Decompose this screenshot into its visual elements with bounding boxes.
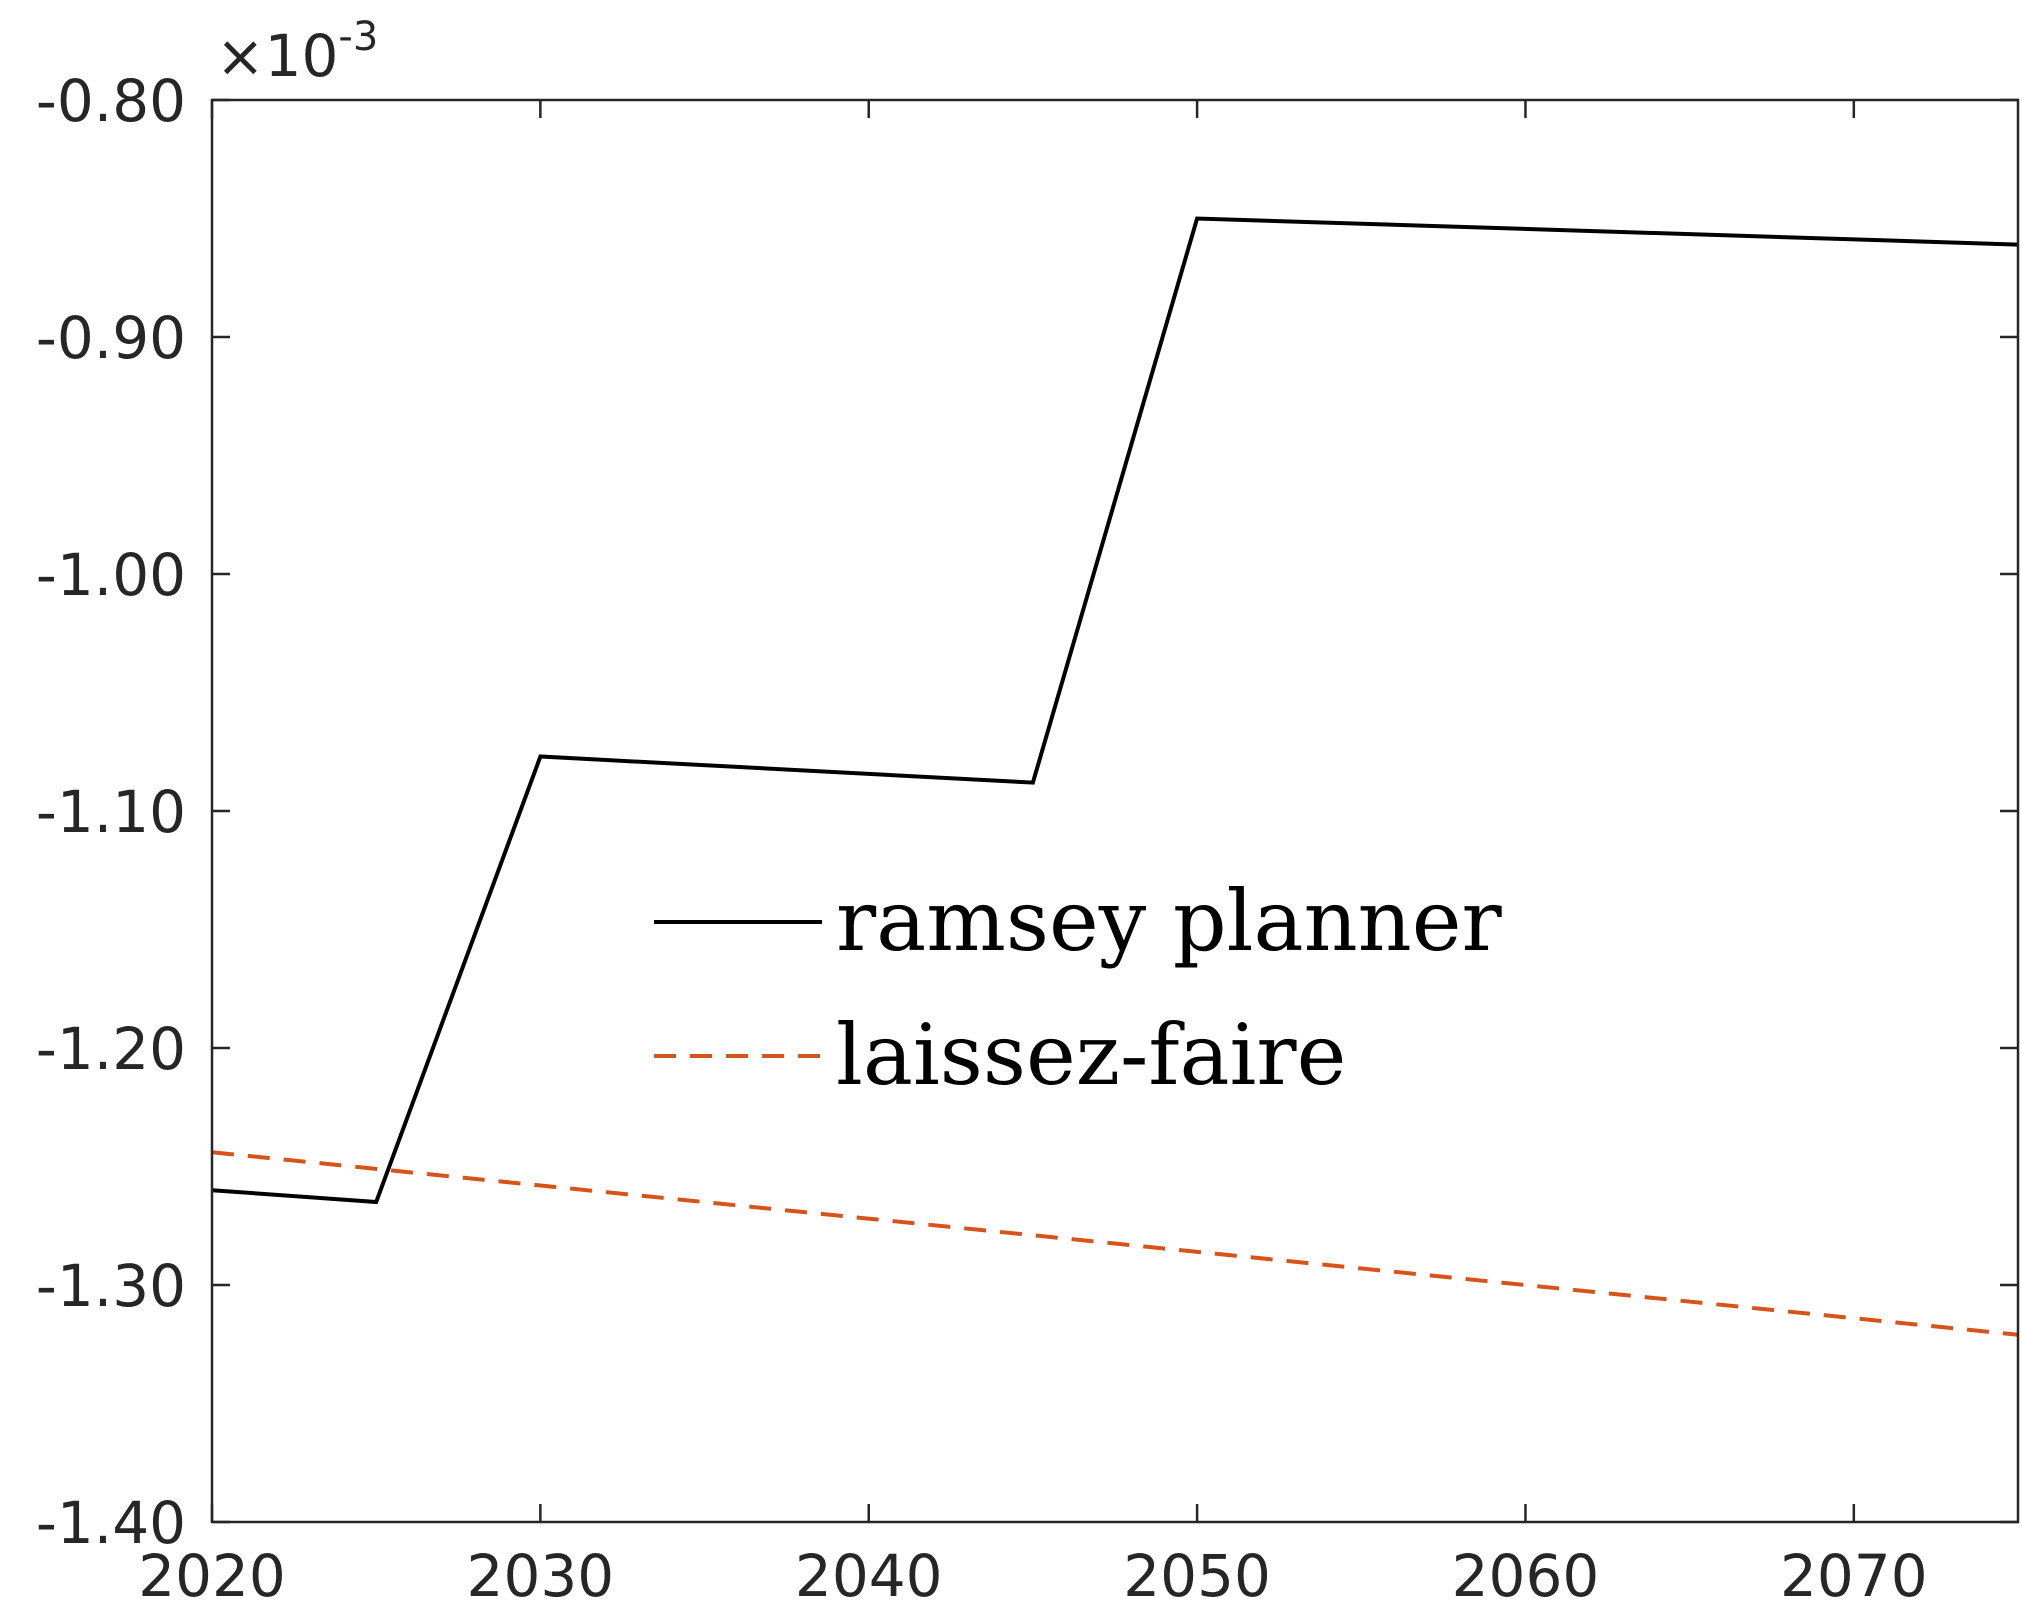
series-line-1 xyxy=(211,1150,2019,1337)
x-tick-label: 2040 xyxy=(795,1542,943,1610)
y-tick-label: -1.10 xyxy=(36,778,186,846)
y-tick-label: -1.40 xyxy=(36,1489,186,1557)
series-line-0 xyxy=(211,216,2019,1205)
y-tick-label: -0.80 xyxy=(36,67,186,135)
plot-area xyxy=(211,216,2019,1337)
y-tick-label: -1.30 xyxy=(36,1252,186,1320)
legend-label: laissez-faire xyxy=(836,1006,1346,1104)
legend: ramsey planner laissez-faire xyxy=(654,872,1502,1104)
y-tick-label: -1.00 xyxy=(36,541,186,609)
x-tick-label: 2030 xyxy=(467,1542,615,1610)
legend-label: ramsey planner xyxy=(836,872,1502,970)
x-tick-label: 2060 xyxy=(1452,1542,1600,1610)
x-tick-label: 2070 xyxy=(1780,1542,1928,1610)
axes: 2020 2030 2040 2050 2060 2070 -1.40 -1.30 -1.20 -… xyxy=(36,14,2020,1610)
x-tick-label: 2020 xyxy=(138,1542,286,1610)
x-tick-label: 2050 xyxy=(1123,1542,1271,1610)
y-tick-label: -0.90 xyxy=(36,304,186,372)
y-exponent-label: ×10-3 xyxy=(216,14,378,90)
y-tick-label: -1.20 xyxy=(36,1015,186,1083)
